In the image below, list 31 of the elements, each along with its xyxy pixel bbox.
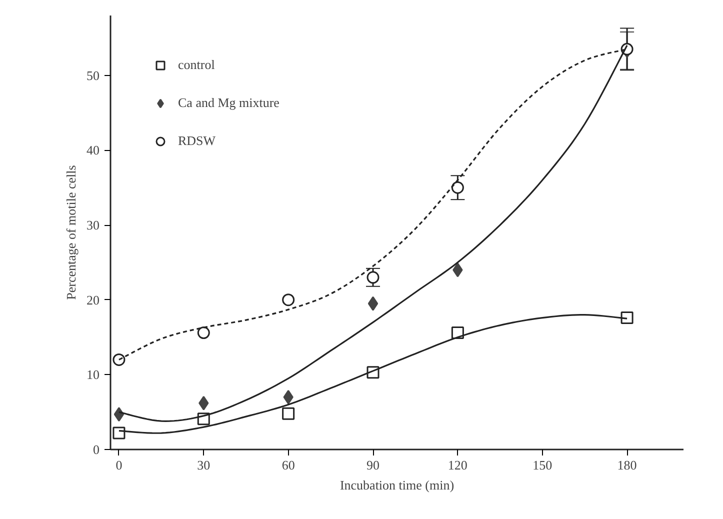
point: [112, 353, 126, 366]
x-tick-label: 60: [282, 458, 295, 472]
point: [282, 294, 295, 306]
point: [197, 326, 210, 340]
x-tick-label: 90: [366, 458, 380, 472]
x-tick-label: 150: [532, 458, 552, 472]
point: [112, 426, 126, 440]
point: [452, 262, 463, 278]
y-tick-label: 30: [86, 218, 100, 233]
point: [620, 312, 634, 324]
point: [366, 271, 380, 284]
legend-label: control: [178, 57, 215, 73]
y-axis-title: Percentage of motile cells: [64, 165, 78, 300]
point: [114, 407, 124, 422]
point: [282, 407, 295, 420]
legend-label: Ca and Mg mixture: [178, 95, 280, 111]
point: [368, 296, 378, 311]
point: [283, 390, 294, 404]
x-tick-label: 120: [448, 458, 468, 472]
point: [451, 181, 464, 194]
x-tick-label: 0: [116, 458, 122, 472]
legend-label: RDSW: [178, 133, 216, 149]
y-tick-label: 0: [93, 442, 100, 457]
y-tick-label: 50: [86, 68, 100, 83]
y-tick-label: 40: [86, 142, 100, 158]
x-tick-label: 30: [197, 458, 210, 472]
y-tick-label: 20: [86, 292, 100, 308]
y-tick-label: 10: [86, 367, 100, 382]
x-tick-label: 180: [617, 458, 637, 472]
point: [198, 396, 209, 410]
x-axis-title: Incubation time (min): [340, 478, 454, 492]
